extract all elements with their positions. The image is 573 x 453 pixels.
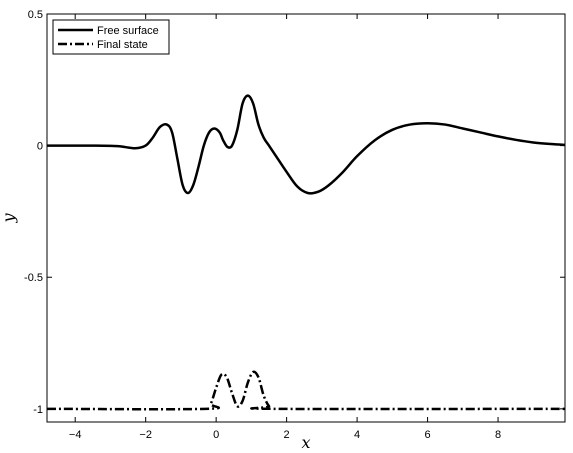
series-line-final-state [46, 370, 566, 411]
x-tick-label: 6 [425, 429, 431, 441]
legend-label-free-surface: Free surface [97, 25, 159, 37]
legend: Free surface Final state [52, 19, 170, 55]
ticks-layer: −4 −2 0 2 4 6 8 0.5 0 -0.5 -1 [24, 9, 565, 441]
series-layer [46, 94, 566, 411]
x-tick-label: 2 [284, 429, 290, 441]
plot-frame [46, 13, 566, 423]
y-tick-label: -1 [33, 404, 43, 416]
plot-background [47, 14, 565, 422]
series-line-free-surface [46, 94, 566, 195]
y-tick-label: 0 [37, 141, 43, 153]
x-tick-label: −4 [69, 429, 82, 441]
x-tick-label: 8 [495, 429, 501, 441]
legend-label-final-state: Final state [97, 39, 148, 51]
legend-box [52, 19, 170, 55]
y-tick-label: -0.5 [24, 272, 43, 284]
x-tick-label: 4 [354, 429, 360, 441]
x-axis-label: x [301, 433, 310, 452]
y-axis-label: y [0, 213, 18, 224]
x-tick-label: −2 [139, 429, 152, 441]
x-tick-label: 0 [213, 429, 219, 441]
y-tick-label: 0.5 [28, 9, 43, 21]
